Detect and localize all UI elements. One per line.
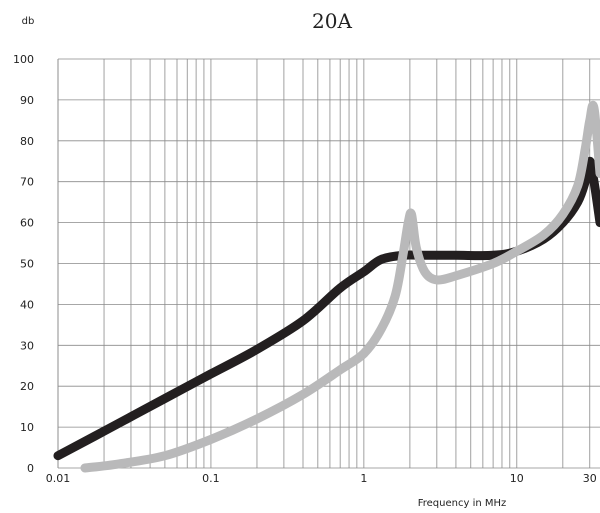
y-tick-label: 60 [20, 217, 34, 230]
chart-title: 20A [312, 9, 352, 33]
grid [57, 58, 600, 469]
x-axis-label: Frequency in MHz [418, 498, 507, 509]
x-tick-label: 0.01 [46, 472, 71, 485]
y-tick-label: 80 [20, 135, 34, 148]
y-tick-label: 50 [20, 258, 34, 271]
series-line-1 [53, 156, 600, 461]
x-tick-label: 30 [583, 472, 597, 485]
y-tick-label: 90 [20, 94, 34, 107]
x-tick-label: 0.1 [202, 472, 220, 485]
y-tick-label: 70 [20, 176, 34, 189]
y-tick-label: 0 [27, 462, 34, 475]
y-tick-label: 100 [13, 53, 34, 66]
y-tick-label: 20 [20, 380, 34, 393]
y-tick-label: 10 [20, 421, 34, 434]
tick-labels: 0 10 20 30 40 50 60 70 80 90 100 0.01 0.1 1 10 30 [13, 53, 597, 485]
y-tick-label: 40 [20, 298, 34, 311]
y-tick-label: 30 [20, 339, 34, 352]
x-tick-label: 1 [360, 472, 367, 485]
series-layer [53, 100, 600, 473]
series-line-2 [80, 100, 600, 473]
x-tick-label: 10 [510, 472, 524, 485]
y-axis-label: db [22, 16, 35, 27]
